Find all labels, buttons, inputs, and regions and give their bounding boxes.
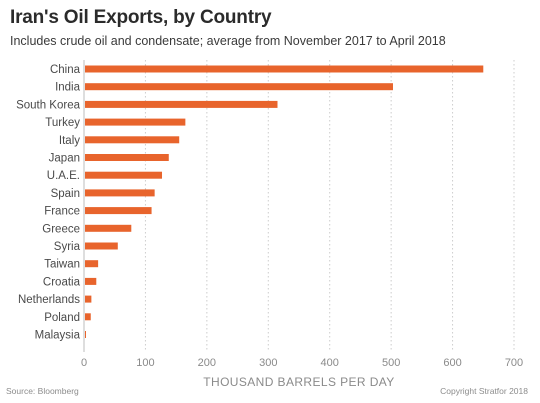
- bar: [85, 224, 132, 232]
- bar: [85, 83, 393, 91]
- category-label: China: [50, 64, 81, 76]
- bar: [85, 154, 169, 161]
- category-label: Netherlands: [18, 294, 80, 306]
- bar: [85, 189, 155, 197]
- x-tick-label: 200: [198, 357, 216, 369]
- x-tick-label: 400: [321, 357, 339, 369]
- category-label: Italy: [59, 135, 80, 147]
- category-label: Taiwan: [44, 259, 80, 271]
- bar: [85, 295, 92, 303]
- category-label: India: [55, 82, 81, 94]
- x-tick-label: 600: [443, 357, 461, 369]
- x-tick-label: 100: [136, 357, 154, 369]
- category-label: Poland: [44, 312, 80, 324]
- bar: [85, 100, 278, 108]
- category-label: Spain: [51, 188, 80, 200]
- bar: [85, 313, 91, 321]
- category-label: France: [44, 206, 80, 218]
- bar: [85, 260, 99, 268]
- category-label: U.A.E.: [47, 170, 80, 182]
- x-tick-label: 0: [81, 357, 87, 369]
- source-note: Source: Bloomberg: [6, 386, 79, 396]
- category-label: South Korea: [16, 99, 81, 111]
- bar: [85, 331, 86, 338]
- category-label: Malaysia: [35, 330, 81, 342]
- bar: [85, 136, 180, 144]
- category-label: Croatia: [43, 276, 81, 288]
- category-label: Syria: [54, 241, 81, 253]
- x-axis-label: THOUSAND BARRELS PER DAY: [203, 375, 394, 389]
- category-label: Japan: [49, 153, 80, 165]
- copyright-note: Copyright Stratfor 2018: [440, 386, 528, 396]
- x-tick-label: 700: [505, 357, 523, 369]
- bar: [85, 242, 118, 250]
- category-label: Turkey: [45, 117, 80, 129]
- x-tick-label: 300: [259, 357, 277, 369]
- category-label: Greece: [42, 223, 80, 235]
- bar: [85, 171, 163, 179]
- bar: [85, 65, 484, 73]
- bar: [85, 277, 97, 285]
- chart-subtitle: Includes crude oil and condensate; avera…: [10, 34, 446, 48]
- bar: [85, 118, 186, 126]
- x-tick-label: 500: [382, 357, 400, 369]
- bar: [85, 207, 152, 215]
- chart-title: Iran's Oil Exports, by Country: [10, 7, 272, 28]
